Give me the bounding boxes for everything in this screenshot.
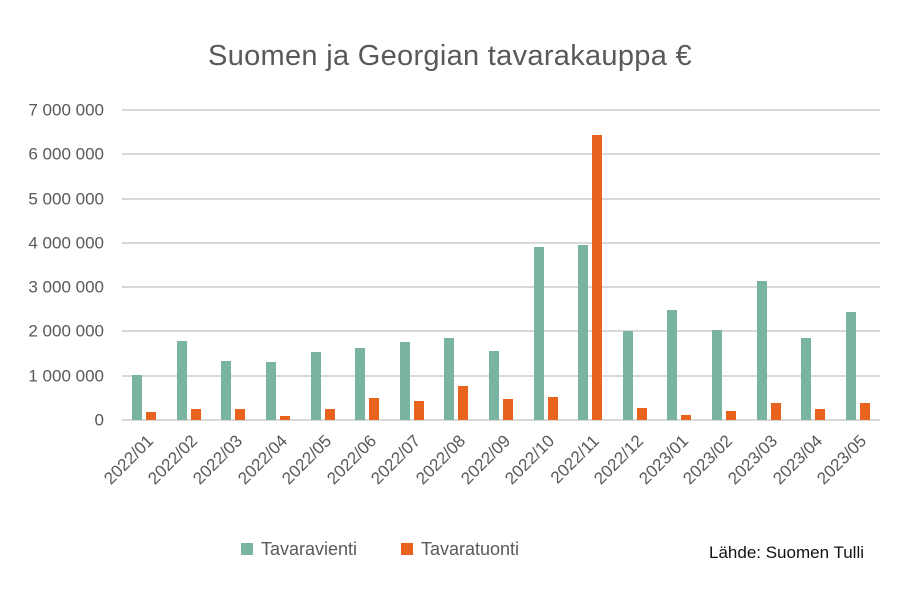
gridline-4000000 xyxy=(122,241,880,244)
bar-group-2023/02 xyxy=(711,329,736,420)
bar-tavaravienti-2022/08 xyxy=(444,337,455,420)
gridline-0 xyxy=(122,419,880,421)
bar-tavaratuonti-2022/09 xyxy=(503,399,513,420)
source-note: Lähde: Suomen Tulli xyxy=(709,543,864,562)
bar-tavaravienti-2022/04 xyxy=(266,362,277,420)
bar-group-2022/02 xyxy=(176,341,201,420)
bar-group-2022/12 xyxy=(622,331,647,420)
chart-title: Suomen ja Georgian tavarakauppa € xyxy=(208,40,692,72)
bar-group-2023/03 xyxy=(756,280,781,420)
bar-tavaravienti-2022/02 xyxy=(176,341,187,420)
legend-label-tavaratuonti: Tavaratuonti xyxy=(420,539,520,559)
plot-area: 2022/01 2022/02 2022/03 2022/04 2022/05 2022/… xyxy=(100,109,880,488)
bar-tavaratuonti-2022/08 xyxy=(458,386,469,420)
gridline-2000000 xyxy=(122,330,880,333)
y-axis: 0 1 000 000 2 000 000 3 000 000 4 000 000 5 0… xyxy=(0,102,104,429)
bar-tavaravienti-2022/01 xyxy=(132,374,143,420)
bar-tavaratuonti-2023/02 xyxy=(725,410,736,420)
bar-tavaravienti-2022/07 xyxy=(399,342,410,420)
legend-swatch-tavaratuonti xyxy=(400,543,413,555)
y-axis-tick-label: 7 000 000 xyxy=(28,100,104,120)
bar-tavaravienti-2023/03 xyxy=(756,280,767,420)
bar-group-2022/10 xyxy=(533,246,558,420)
bar-tavaratuonti-2022/12 xyxy=(636,408,647,420)
bar-tavaratuonti-2023/01 xyxy=(681,415,692,420)
bar-tavaratuonti-2022/02 xyxy=(190,409,201,420)
legend: Tavaravienti Tavaratuonti xyxy=(0,540,760,558)
bar-tavaravienti-2022/06 xyxy=(355,347,366,420)
bar-tavaravienti-2022/11 xyxy=(578,244,589,420)
gridline-3000000 xyxy=(122,286,880,289)
bar-tavaravienti-2023/01 xyxy=(667,310,678,420)
bar-group-2023/05 xyxy=(845,311,870,420)
y-axis-tick-label: 5 000 000 xyxy=(28,189,104,209)
bar-tavaravienti-2022/12 xyxy=(622,331,633,420)
bar-tavaratuonti-2023/03 xyxy=(770,402,781,420)
bar-tavaratuonti-2022/06 xyxy=(369,397,380,420)
y-axis-tick-label: 0 xyxy=(94,410,104,430)
bar-tavaravienti-2022/05 xyxy=(310,351,321,420)
bar-tavaravienti-2022/09 xyxy=(489,350,499,420)
bar-group-2022/04 xyxy=(266,362,291,420)
bar-tavaratuonti-2022/05 xyxy=(324,409,335,420)
bar-tavaratuonti-2022/10 xyxy=(547,397,558,420)
y-axis-tick-label: 6 000 000 xyxy=(28,144,104,164)
y-axis-tick-label: 4 000 000 xyxy=(28,233,104,253)
legend-swatch-tavaravienti xyxy=(240,543,253,555)
y-axis-tick-label: 1 000 000 xyxy=(28,366,104,386)
gridline-1000000 xyxy=(122,374,880,377)
bar-tavaravienti-2023/02 xyxy=(711,329,722,420)
y-axis-tick-label: 3 000 000 xyxy=(28,277,104,297)
bar-tavaravienti-2023/05 xyxy=(845,311,856,420)
bar-group-2022/09 xyxy=(489,350,513,420)
bar-group-2022/07 xyxy=(399,342,424,420)
bar-tavaratuonti-2022/07 xyxy=(413,400,424,420)
bar-tavaravienti-2023/04 xyxy=(801,337,812,420)
bar-tavaratuonti-2022/04 xyxy=(280,416,291,420)
legend-item-tavaratuonti: Tavaratuonti xyxy=(400,539,520,559)
bar-group-2022/05 xyxy=(310,351,335,420)
legend-item-tavaravienti: Tavaravienti xyxy=(240,539,357,559)
gridline-6000000 xyxy=(122,153,880,156)
bar-tavaratuonti-2022/03 xyxy=(235,409,246,420)
bar-tavaratuonti-2023/04 xyxy=(815,409,826,420)
bar-tavaratuonti-2022/01 xyxy=(146,411,157,420)
bar-tavaratuonti-2023/05 xyxy=(859,402,870,420)
bar-group-2022/03 xyxy=(221,361,246,420)
bar-group-2023/01 xyxy=(667,310,692,420)
bar-tavaratuonti-2022/11 xyxy=(592,134,603,420)
bar-group-2023/04 xyxy=(801,337,826,420)
gridline-5000000 xyxy=(122,197,880,200)
gridline-7000000 xyxy=(122,109,880,111)
bar-group-2022/11 xyxy=(578,134,603,420)
bar-tavaravienti-2022/10 xyxy=(533,246,544,420)
bar-group-2022/01 xyxy=(132,374,157,420)
bar-group-2022/08 xyxy=(444,337,469,420)
bar-group-2022/06 xyxy=(355,347,380,420)
legend-label-tavaravienti: Tavaravienti xyxy=(260,539,357,559)
bar-tavaravienti-2022/03 xyxy=(221,361,232,420)
y-axis-tick-label: 2 000 000 xyxy=(28,321,104,341)
